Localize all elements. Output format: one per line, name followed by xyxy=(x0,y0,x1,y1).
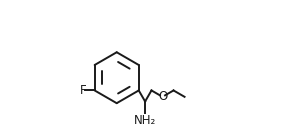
Text: O: O xyxy=(158,90,167,103)
Text: NH₂: NH₂ xyxy=(134,114,156,127)
Text: F: F xyxy=(80,84,87,97)
